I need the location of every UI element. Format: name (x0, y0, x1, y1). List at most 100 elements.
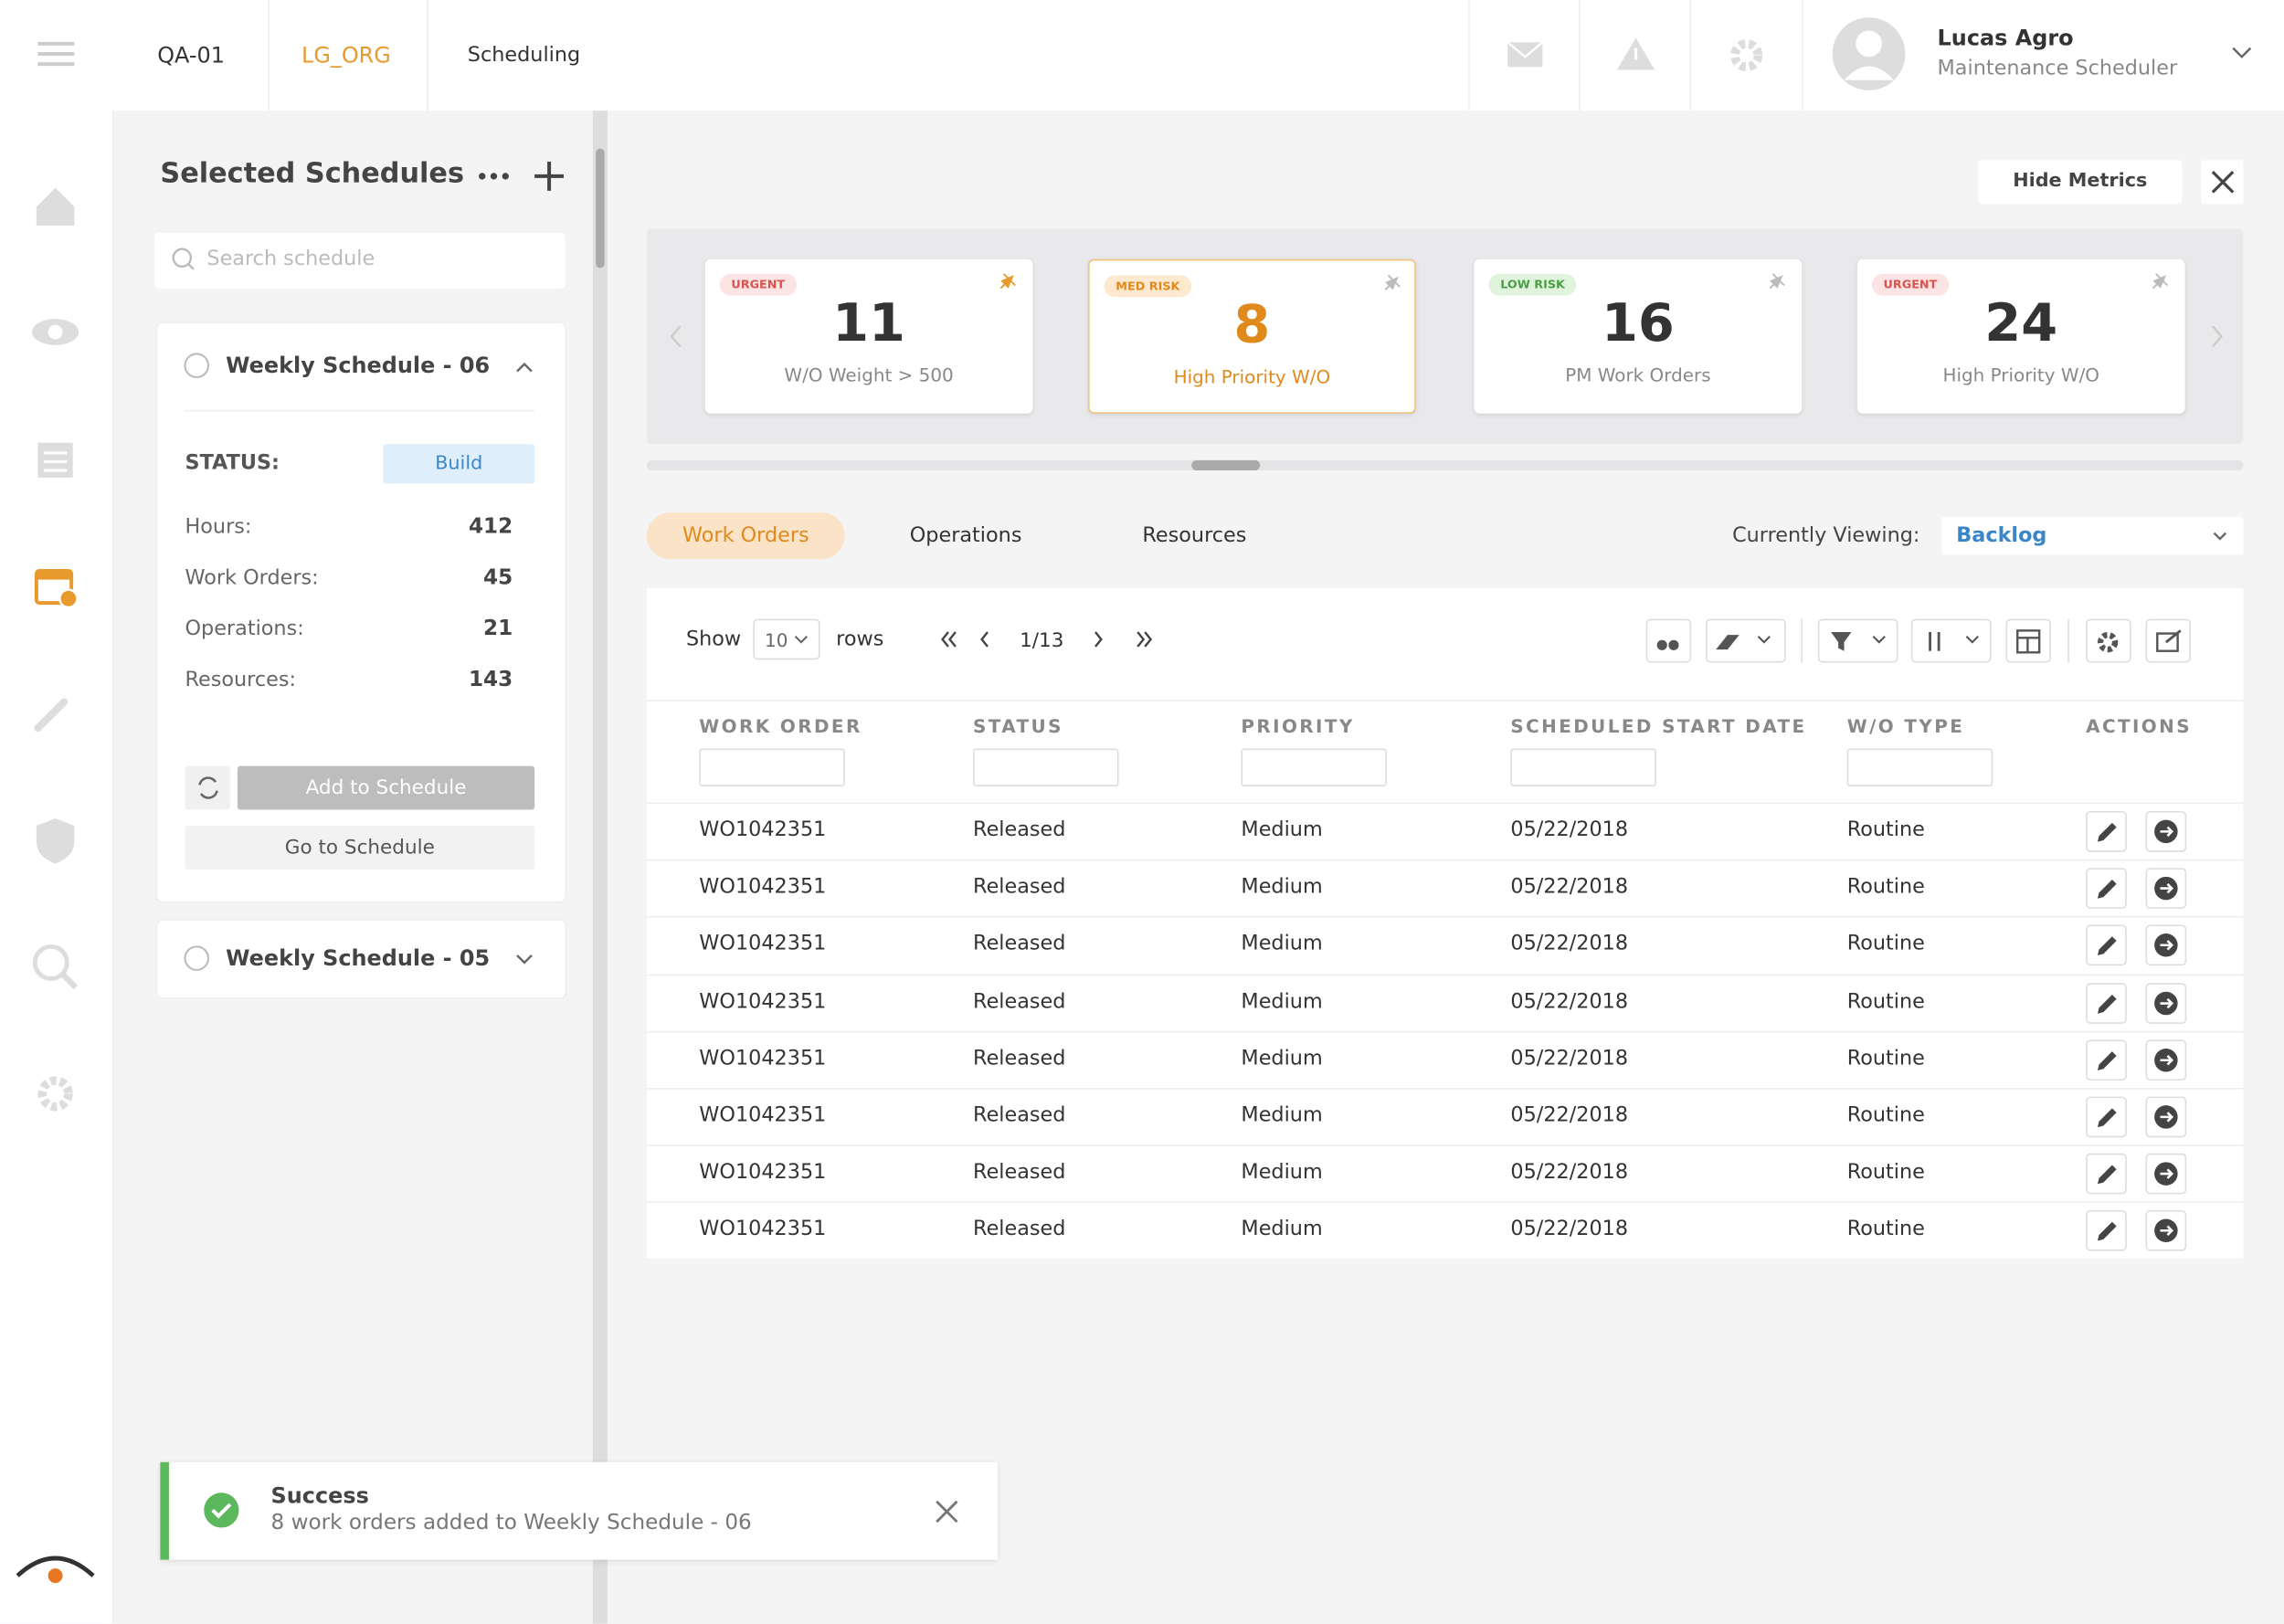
column-filter[interactable] (699, 748, 845, 786)
column-header: W/O TYPE (1846, 714, 1965, 737)
schedule-name[interactable]: Weekly Schedule - 05 (226, 944, 491, 972)
metric-card[interactable]: MED RISK 8 High Priority W/O (1088, 258, 1416, 414)
radio[interactable] (184, 945, 214, 975)
table-cell: Medium (1241, 933, 1323, 956)
column-header: SCHEDULED START DATE (1510, 714, 1807, 737)
rows-label: rows (836, 627, 884, 651)
refresh-button[interactable] (185, 765, 230, 810)
edit-button[interactable] (2086, 811, 2127, 852)
column-filter[interactable] (973, 748, 1119, 786)
table-cell: 05/22/2018 (1510, 818, 1629, 842)
row-divider (646, 916, 2244, 919)
settings-tool[interactable] (2086, 618, 2131, 663)
table-cell: WO1042351 (699, 933, 827, 956)
pin-icon[interactable] (2152, 272, 2169, 290)
table-cell: Routine (1846, 1047, 1925, 1070)
edit-button[interactable] (2086, 1096, 2127, 1138)
tab[interactable]: Work Orders (646, 512, 845, 560)
add-to-schedule-button[interactable]: Add to Schedule (237, 765, 535, 810)
table-cell: Medium (1241, 875, 1323, 900)
metric-card[interactable]: URGENT 24 High Priority W/O (1856, 258, 2185, 414)
edit-button[interactable] (2086, 925, 2127, 966)
edit-button[interactable] (2086, 982, 2127, 1024)
edit-button[interactable] (2086, 868, 2127, 910)
column-filter[interactable] (1241, 748, 1387, 786)
toast-message: 8 work orders added to Weekly Schedule -… (270, 1511, 752, 1535)
edit-button[interactable] (2086, 1039, 2127, 1081)
arrow-icon (2154, 1162, 2178, 1186)
column-filter[interactable] (1846, 748, 1993, 786)
arrow-icon (2154, 1048, 2178, 1072)
open-button[interactable] (2145, 925, 2187, 966)
stat-value: 45 (483, 566, 513, 590)
metric-badge: URGENT (1871, 273, 1950, 296)
viewing-value[interactable]: Backlog (1956, 523, 2047, 548)
stat-label: Operations: (185, 617, 304, 641)
tab[interactable]: Operations (909, 523, 1022, 548)
table-cell: WO1042351 (699, 989, 827, 1014)
show-label: Show (685, 627, 742, 651)
open-button[interactable] (2145, 811, 2187, 852)
open-button[interactable] (2145, 982, 2187, 1024)
metric-label: PM Work Orders (1565, 364, 1711, 386)
env-label[interactable]: QA-01 (157, 42, 225, 69)
search-tool[interactable] (1645, 618, 1692, 663)
table-cell: 05/22/2018 (1510, 1161, 1629, 1185)
metric-card[interactable]: URGENT 11 W/O Weight > 500 (704, 258, 1033, 414)
viewing-select[interactable] (1941, 517, 2244, 555)
table-cell: 05/22/2018 (1510, 1103, 1629, 1128)
go-to-schedule-button[interactable]: Go to Schedule (185, 826, 535, 870)
column-header: ACTIONS (2086, 714, 2192, 737)
toast-close[interactable] (936, 1500, 959, 1524)
column-header: STATUS (973, 714, 1063, 737)
scroll-thumb[interactable] (596, 148, 605, 269)
metric-label: W/O Weight > 500 (784, 364, 954, 386)
pencil-icon (2097, 936, 2117, 956)
open-button[interactable] (2145, 1210, 2187, 1252)
table-cell: 05/22/2018 (1510, 933, 1629, 956)
column-filter[interactable] (1510, 748, 1656, 786)
search-box[interactable] (154, 233, 566, 289)
pin-icon[interactable] (1384, 274, 1401, 291)
metric-value: 24 (1984, 294, 2058, 354)
rows-select[interactable] (753, 618, 820, 660)
table-cell: Routine (1846, 1103, 1925, 1128)
user-name[interactable]: Lucas Agro (1937, 25, 2074, 51)
hide-metrics-button[interactable]: Hide Metrics (1978, 160, 2183, 205)
open-button[interactable] (2145, 1096, 2187, 1138)
edit-button[interactable] (2086, 1210, 2127, 1252)
metrics-nav[interactable] (0, 0, 2284, 480)
search-icon (172, 248, 195, 270)
pin-icon[interactable] (1769, 272, 1786, 290)
open-button[interactable] (2145, 1154, 2187, 1195)
open-button[interactable] (2145, 868, 2187, 910)
org-label[interactable]: LG_ORG (301, 42, 391, 69)
arrow-icon (2154, 933, 2178, 958)
tab[interactable]: Resources (1142, 523, 1247, 548)
table-cell: Medium (1241, 1047, 1323, 1070)
schedule-name[interactable]: Weekly Schedule - 06 (226, 352, 491, 379)
panel-actions[interactable] (0, 0, 583, 204)
chevron[interactable] (514, 951, 544, 968)
filter-tool[interactable] (1817, 618, 1898, 663)
pager[interactable] (932, 627, 1223, 656)
schedule-card-collapsed[interactable] (155, 919, 567, 999)
table-cell: Medium (1241, 989, 1323, 1014)
eraser-tool[interactable] (1706, 618, 1786, 663)
metric-badge: LOW RISK (1488, 273, 1577, 296)
metric-card[interactable]: LOW RISK 16 PM Work Orders (1474, 258, 1803, 414)
rows-per-page[interactable]: 10 (765, 628, 788, 651)
table-cell: Medium (1241, 1103, 1323, 1128)
row-divider (646, 1030, 2244, 1033)
sort-tool[interactable] (1910, 618, 1992, 663)
edit-button[interactable] (2086, 1154, 2127, 1195)
open-button[interactable] (2145, 1039, 2187, 1081)
table-cell: Released (973, 1218, 1066, 1242)
table-cell: WO1042351 (699, 1103, 827, 1128)
module-label[interactable]: Scheduling (467, 43, 581, 68)
nav-icons (16, 41, 95, 1584)
panel-title: Selected Schedules (160, 157, 465, 190)
table-cell: Routine (1846, 989, 1925, 1014)
pin-icon[interactable] (999, 272, 1017, 290)
viewing-label: Currently Viewing: (1732, 523, 1920, 548)
